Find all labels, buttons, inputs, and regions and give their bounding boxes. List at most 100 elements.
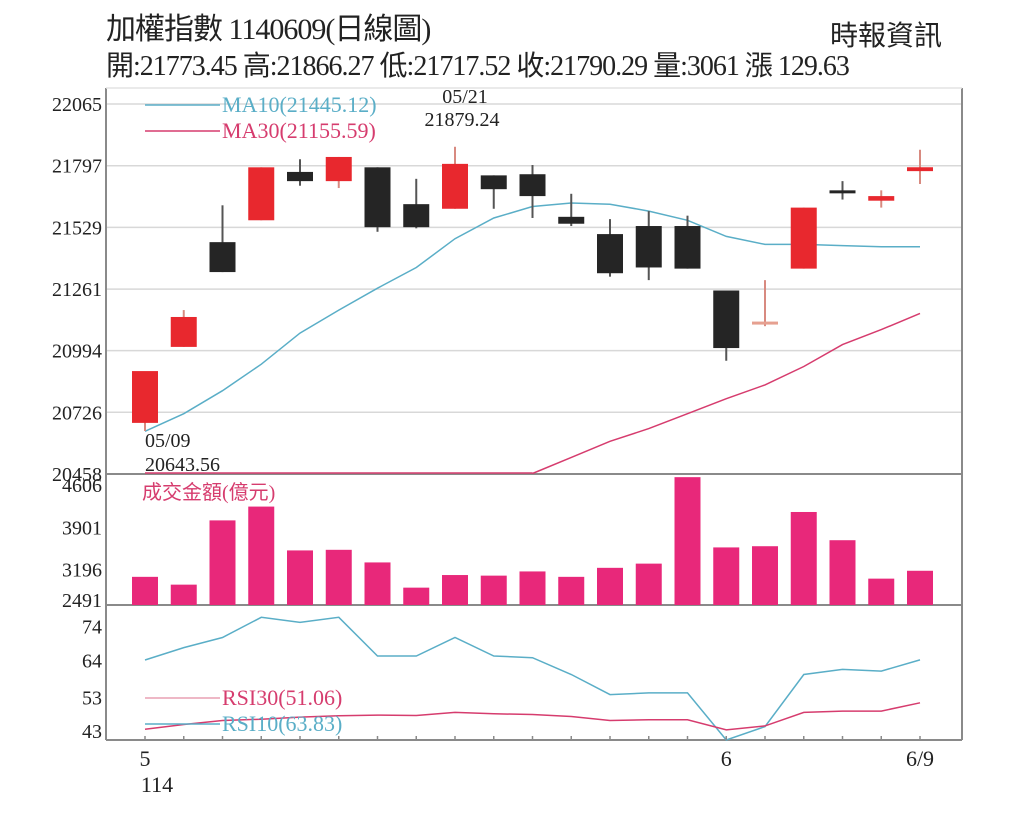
candle-body xyxy=(907,167,933,172)
volume-bar xyxy=(364,562,391,605)
volume-bar xyxy=(752,546,778,605)
down-candle xyxy=(403,178,430,229)
ma10-legend-label: MA10(21445.12) xyxy=(222,92,377,117)
candlesticks xyxy=(132,146,933,431)
volume-tick-label: 3196 xyxy=(62,560,102,582)
volume-bar xyxy=(248,506,275,605)
rsi30-line xyxy=(144,702,921,731)
up-candle xyxy=(170,310,197,347)
up-candle xyxy=(752,280,778,327)
rsi10-legend-label: RSI10(63.83) xyxy=(222,711,342,736)
volume-bar xyxy=(170,584,197,605)
x-tick-label: 5 xyxy=(140,746,151,771)
volume-bar xyxy=(519,571,546,605)
candle-body xyxy=(868,196,895,201)
y-tick-label: 20994 xyxy=(52,341,102,363)
up-candle xyxy=(248,167,275,221)
candle-body xyxy=(170,316,197,347)
candle-body xyxy=(597,234,623,274)
y-tick-label: 22065 xyxy=(52,94,102,116)
volume-bar xyxy=(558,576,585,605)
rsi30-legend-label: RSI30(51.06) xyxy=(222,685,342,710)
ma30-line xyxy=(532,312,921,475)
volume-bar xyxy=(790,511,817,605)
volume-bar xyxy=(868,578,895,605)
volume-bar xyxy=(713,547,740,605)
low-annotation-value: 20643.56 xyxy=(145,454,220,476)
volume-bar xyxy=(829,540,856,605)
candle-body xyxy=(674,226,701,269)
down-candle xyxy=(829,181,856,200)
down-candle xyxy=(635,211,662,281)
volume-bars: 成交金額(億元) xyxy=(132,477,933,605)
volume-tick-label: 4606 xyxy=(62,475,102,497)
volume-bar xyxy=(597,567,623,605)
chart-title: 加權指數 1140609(日線圖) xyxy=(106,13,431,46)
y-tick-label: 21797 xyxy=(52,156,102,178)
volume-bar xyxy=(674,477,701,605)
up-candle xyxy=(132,371,158,431)
volume-bar xyxy=(287,550,313,605)
rsi-tick-label: 53 xyxy=(82,687,102,709)
candle-body xyxy=(248,167,275,221)
down-candle xyxy=(674,215,701,269)
rsi-tick-label: 64 xyxy=(82,650,102,672)
candle-body xyxy=(752,321,778,325)
volume-tick-label: 3901 xyxy=(62,517,102,539)
volume-bar xyxy=(209,520,236,605)
high-annotation-value: 21879.24 xyxy=(425,109,500,131)
up-candle xyxy=(442,146,468,209)
candle-body xyxy=(558,216,585,224)
x-tick-label: 6 xyxy=(721,746,732,771)
low-annotation-date: 05/09 xyxy=(145,430,191,452)
candle-body xyxy=(442,163,468,209)
y-tick-label: 21261 xyxy=(52,279,102,301)
up-candle xyxy=(790,207,817,269)
ma30-legend-label: MA30(21155.59) xyxy=(222,118,376,143)
down-candle xyxy=(480,175,507,209)
up-candle xyxy=(907,149,933,185)
volume-bar xyxy=(442,575,468,605)
high-annotation-date: 05/21 xyxy=(442,86,488,108)
candle-body xyxy=(829,190,856,194)
volume-tick-label: 2491 xyxy=(62,590,102,612)
down-candle xyxy=(364,167,391,232)
down-candle xyxy=(209,205,236,273)
y-tick-label: 20458 xyxy=(52,464,102,486)
rsi-tick-label: 43 xyxy=(82,721,102,743)
legends: MA10(21445.12)MA30(21155.59) RSI30(51.06)… xyxy=(145,92,377,736)
ohlc-summary: 開:21773.45 高:21866.27 低:21717.52 收:21790… xyxy=(106,51,850,82)
candle-body xyxy=(635,226,662,268)
up-candle xyxy=(868,190,895,208)
x-year-label: 114 xyxy=(141,772,173,797)
candle-body xyxy=(287,171,313,182)
data-source: 時報資訊 xyxy=(830,21,943,52)
up-candle xyxy=(325,156,352,189)
x-tick-label: 6/9 xyxy=(906,746,934,771)
rsi-lines xyxy=(144,616,921,741)
y-tick-label: 21529 xyxy=(52,217,102,239)
candle-body xyxy=(713,290,740,349)
candle-body xyxy=(403,204,430,228)
rsi10-line xyxy=(144,616,921,741)
candle-body xyxy=(790,207,817,269)
rsi-tick-label: 74 xyxy=(82,617,102,639)
down-candle xyxy=(597,219,623,277)
down-candle xyxy=(519,165,546,218)
candle-body xyxy=(325,156,352,182)
candle-body xyxy=(364,167,391,228)
gridlines xyxy=(106,103,962,414)
volume-bar xyxy=(480,575,507,605)
candle-body xyxy=(132,371,158,423)
candle-body xyxy=(209,242,236,273)
volume-bar xyxy=(403,587,430,605)
candle-body xyxy=(519,174,546,197)
candle-body xyxy=(480,175,507,190)
volume-bar xyxy=(325,549,352,605)
volume-bar xyxy=(132,576,158,605)
down-candle xyxy=(287,159,313,186)
